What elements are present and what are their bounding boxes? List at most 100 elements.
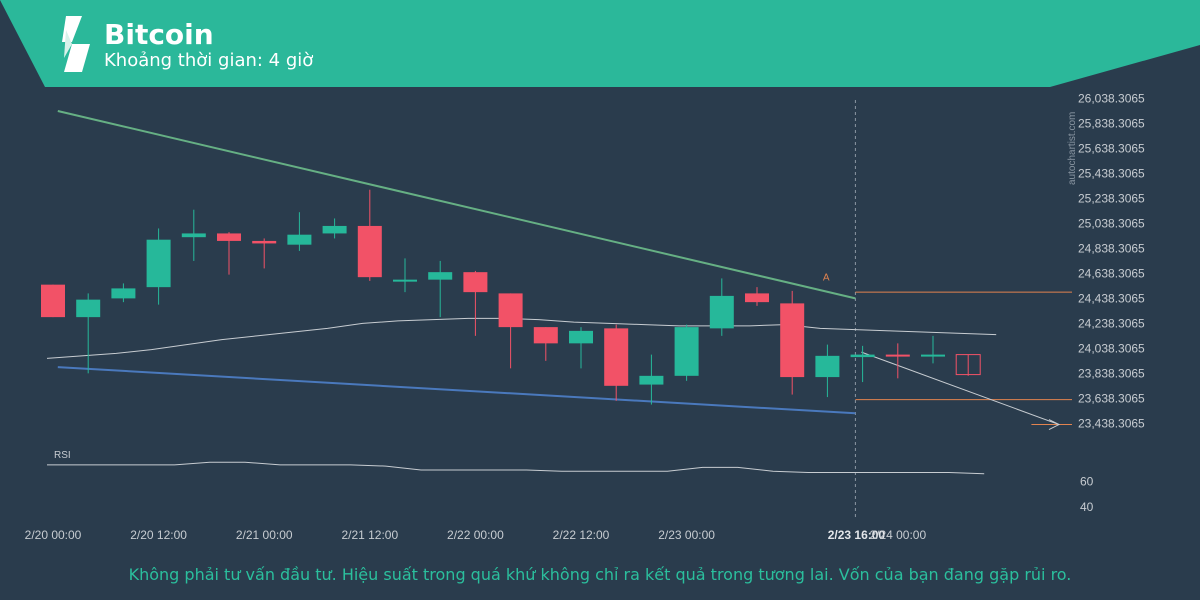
candle (533, 327, 558, 361)
candle-body (287, 234, 312, 245)
candle-body (322, 225, 347, 234)
time-tick-label: 2/20 12:00 (130, 528, 187, 542)
price-tick-label: 25,638.3065 (1078, 142, 1145, 156)
projection-arrow-line (861, 351, 1060, 426)
price-tick-label: 24,038.3065 (1078, 342, 1145, 356)
chart-title: Bitcoin (104, 18, 214, 51)
candle (146, 228, 171, 305)
rsi-tick-label: 60 (1080, 475, 1094, 489)
candle-body (463, 272, 488, 293)
candle-body (41, 284, 65, 318)
candle (604, 324, 629, 401)
header-banner (0, 0, 1200, 87)
candle-body (181, 233, 206, 238)
candle-body (76, 299, 101, 318)
banner-shape (0, 0, 1200, 87)
candles (41, 189, 981, 405)
candle-body (921, 354, 945, 357)
time-tick-label: 2/20 00:00 (25, 528, 82, 542)
time-tick-label: 2/24 00:00 (869, 528, 926, 542)
price-tick-label: 25,838.3065 (1078, 117, 1145, 131)
rsi-panel: RSI 60 40 (47, 450, 1094, 514)
logo-stroke-bottom (64, 44, 90, 72)
candle-body (674, 327, 699, 376)
candle (322, 218, 347, 239)
time-tick-label: 2/22 00:00 (447, 528, 504, 542)
candle-body (217, 233, 241, 241)
time-tick-label: 2/21 00:00 (236, 528, 293, 542)
candle (709, 278, 734, 336)
candle-body (146, 239, 171, 288)
candle (76, 293, 101, 374)
trend-lines: A (46, 110, 1072, 430)
candle-body (498, 293, 523, 328)
candle-body (885, 354, 910, 357)
price-tick-label: 25,238.3065 (1078, 192, 1145, 206)
price-tick-label: 23,638.3065 (1078, 392, 1145, 406)
price-tick-label: 23,438.3065 (1078, 417, 1145, 431)
resistance-line (57, 110, 856, 300)
rsi-label: RSI (54, 450, 71, 461)
price-tick-label: 25,438.3065 (1078, 167, 1145, 181)
watermark-text: autochartist.com (1067, 112, 1078, 185)
candle (955, 354, 981, 376)
pattern-point-label: A (823, 272, 830, 283)
candle-body (709, 295, 734, 329)
candle (428, 260, 453, 318)
price-tick-label: 24,438.3065 (1078, 292, 1145, 306)
price-tick-label: 26,038.3065 (1078, 92, 1145, 106)
candle-body (745, 293, 769, 303)
candle-body (393, 279, 417, 282)
time-axis: 2/20 00:00 2/20 12:00 2/21 00:00 2/21 12:00… (25, 528, 927, 542)
time-tick-label: 2/23 00:00 (658, 528, 715, 542)
candle (498, 293, 523, 369)
candle-body (604, 328, 629, 386)
candle (181, 209, 206, 261)
candle-body (533, 327, 558, 344)
candle (780, 290, 805, 395)
candle (885, 343, 910, 379)
price-tick-label: 23,838.3065 (1078, 367, 1145, 381)
rsi-line (47, 461, 985, 475)
moving-average-line (46, 317, 997, 359)
candle-body (569, 330, 593, 344)
candle (815, 344, 840, 398)
candle (921, 335, 945, 364)
candle-body (850, 354, 875, 358)
price-axis: 26,038.3065 25,838.3065 25,638.3065 25,438.… (1078, 92, 1145, 431)
support-line (57, 366, 856, 415)
candle-body (955, 354, 981, 376)
candle (357, 189, 382, 281)
candle (287, 212, 312, 251)
price-tick-label: 24,238.3065 (1078, 317, 1145, 331)
candle-body (111, 288, 136, 299)
candle (393, 258, 417, 293)
candle (745, 287, 769, 306)
time-tick-label: 2/23 16:00 (828, 528, 886, 542)
logo-facet (64, 30, 72, 58)
projection-arrow-head (1048, 419, 1061, 430)
time-tick-label: 2/21 12:00 (341, 528, 398, 542)
candle-body (780, 303, 805, 378)
candle (41, 284, 65, 318)
candle (569, 327, 593, 369)
chart-subtitle: Khoảng thời gian: 4 giờ (104, 50, 314, 71)
candle-body (252, 240, 277, 244)
candle-body (639, 375, 664, 385)
time-tick-label: 2/22 12:00 (553, 528, 610, 542)
disclaimer-footer: Không phải tư vấn đầu tư. Hiệu suất tron… (128, 565, 1072, 584)
candle (850, 345, 875, 383)
candle (252, 238, 277, 269)
candle-body (428, 272, 453, 280)
candle (111, 283, 136, 303)
candle (674, 324, 699, 381)
rsi-tick-label: 40 (1080, 500, 1094, 514)
price-tick-label: 24,638.3065 (1078, 267, 1145, 281)
candle (639, 354, 664, 405)
price-tick-label: 24,838.3065 (1078, 242, 1145, 256)
autochartist-logo (62, 16, 90, 72)
candle (217, 232, 241, 275)
candle-body (357, 225, 382, 278)
